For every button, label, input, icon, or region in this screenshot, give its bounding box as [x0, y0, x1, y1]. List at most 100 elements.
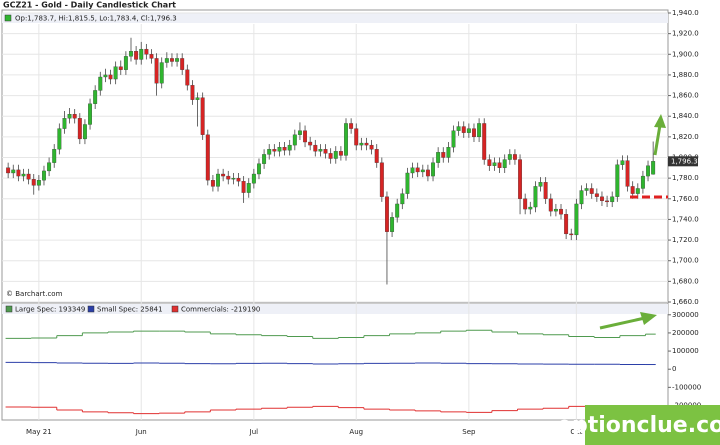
candle-body [349, 123, 354, 129]
y-tick-label: 1,920.0 [672, 30, 699, 38]
candle-body [472, 128, 476, 138]
candle-body [170, 58, 174, 62]
candle-body [16, 169, 21, 177]
y-tick-label: 1,760.0 [672, 195, 699, 203]
legend-swatch [87, 305, 95, 313]
candle-body [103, 74, 108, 78]
candle-body [446, 147, 451, 158]
candle-body [369, 144, 374, 150]
candle-body [180, 58, 185, 70]
candle-body [262, 154, 267, 164]
candle-body [123, 56, 128, 70]
legend-swatch [171, 305, 179, 313]
candle-body [308, 141, 313, 146]
watermark-box [585, 405, 720, 445]
candle-body [292, 134, 297, 146]
candle-body [257, 163, 261, 175]
legend-text: Op:1,783.7, Hi:1,815.5, Lo:1,783.4, Cl:1… [15, 15, 177, 23]
annotation-arrowhead [654, 114, 666, 128]
candle-body [436, 152, 441, 163]
y-tick-label: -100000 [672, 383, 701, 391]
legend-swatch [4, 14, 12, 22]
candle-body [185, 69, 190, 86]
candle-body [651, 161, 656, 175]
candle-body [512, 154, 517, 160]
candle-body [543, 182, 548, 199]
candle-body [164, 58, 169, 63]
y-tick-label: 1,700.0 [672, 257, 699, 265]
candle-body [518, 159, 523, 199]
candle-body [31, 179, 36, 186]
candle-body [553, 208, 558, 212]
candle-body [47, 162, 52, 172]
x-tick-label: May 21 [26, 428, 52, 436]
candle-body [431, 162, 435, 177]
candle-body [630, 186, 635, 194]
candle-body [11, 169, 16, 174]
y-tick-label: 1,820.0 [672, 133, 699, 141]
candle-body [615, 164, 620, 197]
candle-body [385, 196, 389, 232]
candle-body [72, 114, 77, 119]
candle-body [451, 130, 456, 148]
candle-body [67, 114, 72, 119]
candle-body [635, 188, 640, 194]
candle-body [640, 175, 645, 189]
candle-body [226, 175, 231, 180]
candle-body [200, 97, 205, 135]
candle-body [579, 190, 584, 205]
source: © Barchart.com [6, 290, 63, 298]
candle-body [246, 183, 251, 193]
candle-body [646, 165, 650, 177]
candle-body [272, 149, 277, 152]
x-tick-label: Sep [462, 428, 476, 436]
candle-body [236, 177, 241, 182]
candle-body [328, 153, 333, 159]
candle-body [190, 85, 195, 100]
cot-panel [1, 302, 669, 421]
x-tick-label: Aug [349, 428, 363, 436]
y-tick-label: 1,720.0 [672, 236, 699, 244]
candle-body [205, 134, 210, 181]
chart-title: GCZ21 - Gold - Daily Candlestick Chart [3, 1, 176, 10]
candle-body [359, 142, 364, 146]
candle-body [533, 186, 538, 208]
candle-body [42, 170, 46, 181]
x-tick-label: Jun [135, 428, 147, 436]
candle-body [134, 51, 139, 60]
y-tick-label: 300000 [672, 311, 699, 319]
candle-body [159, 62, 164, 84]
candle-body [502, 159, 507, 168]
candle-body [93, 90, 98, 104]
candle-body [62, 118, 67, 129]
candle-body [303, 130, 308, 143]
legend-text: Commercials: -219190 [181, 306, 260, 314]
candle-body [528, 206, 533, 210]
y-tick-label: 1,660.0 [672, 298, 699, 306]
candle-body [569, 233, 574, 236]
candle-body [420, 169, 425, 173]
candle-body [108, 74, 113, 80]
candle-body [390, 217, 395, 232]
y-tick-label: 1,840.0 [672, 112, 699, 120]
y-tick-label: 100000 [672, 347, 699, 355]
candle-body [21, 173, 26, 177]
candle-body [400, 193, 405, 205]
candle-body [57, 128, 62, 150]
candle-body [620, 160, 625, 165]
candle-body [574, 203, 579, 236]
candle-body [625, 160, 630, 187]
candle-body [354, 128, 359, 146]
candle-body [113, 66, 118, 80]
legend-text: Small Spec: 25841 [97, 306, 163, 314]
candle-body [175, 58, 180, 62]
candle-body [461, 126, 466, 133]
candle-body [559, 208, 563, 215]
candle-body [487, 159, 492, 166]
candle-body [318, 149, 323, 152]
candle-body [523, 198, 528, 210]
annotation-arrow [653, 124, 662, 156]
legend-bar [2, 304, 668, 314]
legend-swatch [5, 305, 13, 313]
legend-bar [2, 13, 668, 23]
